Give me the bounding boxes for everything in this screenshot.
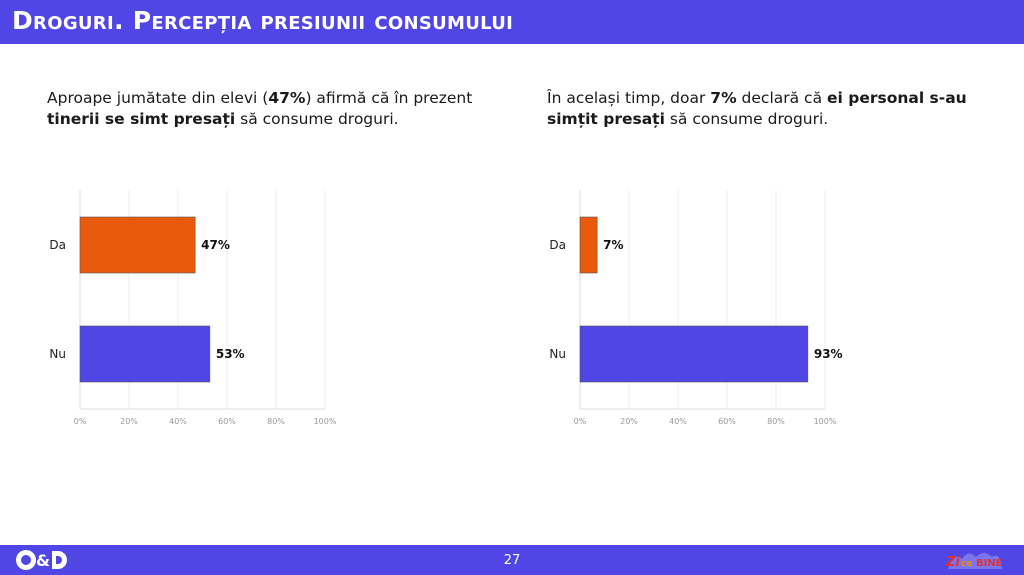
x-tick-label: 100% [814, 417, 837, 426]
page-number: 27 [503, 553, 521, 568]
x-tick-label: 20% [620, 417, 638, 426]
intro-right-text-2: declară că [736, 89, 827, 107]
data-label: 7% [603, 238, 623, 252]
bar-da [579, 216, 598, 274]
intro-left-bold-2: tinerii se simt presați [47, 110, 236, 128]
x-tick-label: 0% [574, 417, 587, 426]
intro-left-text-1: Aproape jumătate din elevi ( [47, 89, 269, 107]
category-label: Nu [49, 347, 66, 361]
category-label: Da [49, 238, 66, 252]
x-tick-label: 100% [314, 417, 337, 426]
x-tick-label: 60% [718, 417, 736, 426]
intro-right-text-1: În același timp, doar [547, 89, 711, 107]
x-tick-label: 0% [74, 417, 87, 426]
x-tick-label: 20% [120, 417, 138, 426]
bar-chart-right: 0% 20% 40% 60% 80% 100% Da 7% Nu 93% [549, 190, 843, 426]
slide-title: Droguri. Percepția presiunii consumului [12, 6, 514, 35]
x-tick-label: 80% [267, 417, 285, 426]
intro-right-bold-1: 7% [710, 89, 737, 107]
data-label: 93% [814, 347, 843, 361]
bar-nu [579, 325, 809, 383]
bar-nu [79, 325, 211, 383]
intro-right-text-3: să consume droguri. [664, 110, 829, 128]
intro-right-bold-2: ei personal s-au simțit presați [547, 89, 967, 128]
data-label: 53% [216, 347, 245, 361]
svg-text:Zi: Zi [945, 555, 960, 570]
category-label: Nu [549, 347, 566, 361]
zicebine-logo-icon: Zi ce BINE [945, 553, 1003, 570]
x-tick-label: 40% [669, 417, 687, 426]
svg-text:&: & [36, 551, 50, 570]
data-label: 47% [201, 238, 230, 252]
intro-left-text-2: ) afirmă că în prezent [305, 89, 473, 107]
intro-text-right: În același timp, doar 7% declară că ei p… [547, 88, 987, 130]
x-tick-label: 40% [169, 417, 187, 426]
x-tick-label: 60% [218, 417, 236, 426]
svg-text:BINE: BINE [976, 558, 1003, 569]
svg-text:ce: ce [961, 559, 972, 569]
slide-footer: & 27 Zi ce BINE [0, 545, 1024, 575]
category-label: Da [549, 238, 566, 252]
intro-left-bold-1: 47% [268, 89, 306, 107]
bar-chart-left: 0% 20% 40% 60% 80% 100% Da 47% Nu 53% [49, 190, 337, 426]
slide-header: Droguri. Percepția presiunii consumului [0, 0, 1024, 44]
cd-logo-icon: & [16, 550, 67, 570]
x-tick-label: 80% [767, 417, 785, 426]
bar-da [79, 216, 196, 274]
intro-left-text-3: să consume droguri. [235, 110, 399, 128]
intro-text-left: Aproape jumătate din elevi (47%) afirmă … [47, 88, 487, 130]
